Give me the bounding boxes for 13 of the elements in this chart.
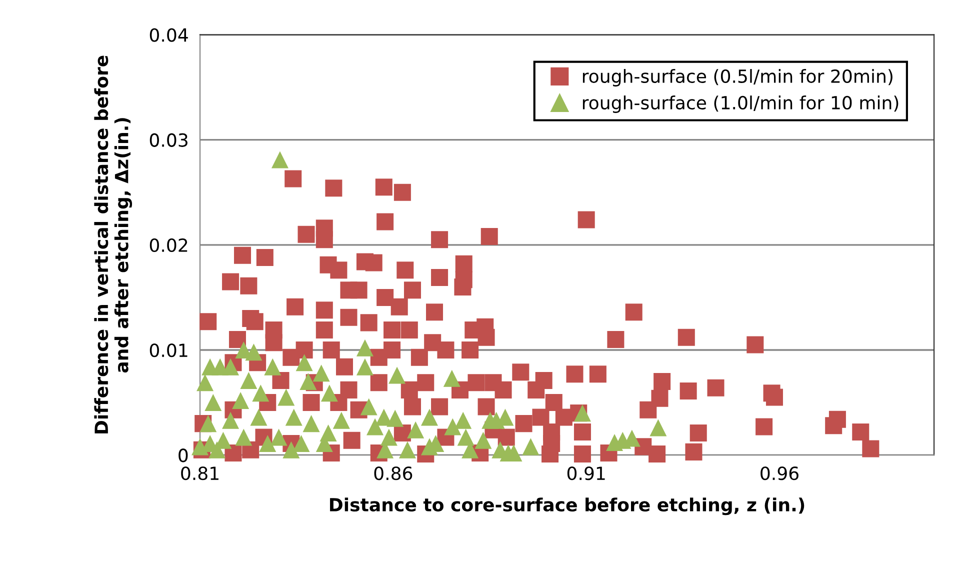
legend-label: rough-surface (0.5l/min for 20min)	[582, 69, 892, 87]
y-tick-label: 0	[178, 448, 188, 462]
y-tick-label: 0.03	[150, 133, 188, 147]
x-tick-label: 0.91	[567, 466, 605, 480]
x-tick-label: 0.96	[760, 466, 798, 480]
y-tick-label: 0.02	[150, 238, 188, 252]
x-axis-title: Distance to core-surface before etching, z (in.)	[330, 498, 804, 516]
legend-label: rough-surface (1.0l/min for 10 min)	[582, 96, 898, 114]
y-axis-title: Difference in vertical distance before and after etching, Δz(in.)	[94, 56, 132, 434]
y-tick-label: 0.01	[150, 343, 188, 358]
x-tick-label: 0.81	[181, 466, 218, 480]
y-tick-label: 0.04	[150, 28, 188, 42]
x-tick-label: 0.86	[374, 466, 412, 480]
